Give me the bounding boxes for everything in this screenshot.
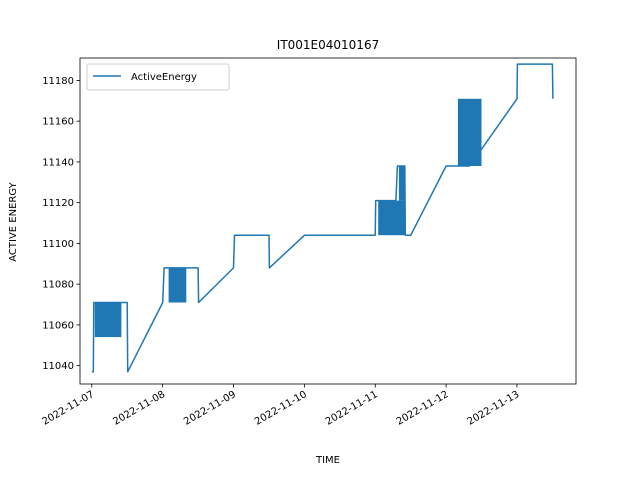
series-line-activeenergy (91, 63, 554, 373)
plot-area (91, 63, 554, 373)
chart-title: IT001E04010167 (277, 38, 379, 52)
y-tick-label: 11180 (42, 76, 74, 87)
y-tick-label: 11120 (42, 198, 74, 209)
oscillation-band-2 (378, 200, 405, 236)
legend-label-activeenergy: ActiveEnergy (131, 72, 197, 83)
oscillation-band-4 (457, 98, 482, 166)
y-tick-label: 11040 (42, 361, 74, 372)
y-tick-label: 11160 (42, 117, 74, 128)
legend: ActiveEnergy (86, 63, 230, 91)
oscillation-band-1 (168, 267, 187, 303)
oscillation-band-3 (398, 166, 405, 201)
axes-frame (79, 57, 577, 385)
legend-box (86, 63, 230, 91)
y-tick-label: 11060 (42, 320, 74, 331)
y-tick-label: 11140 (42, 157, 74, 168)
y-axis-label: ACTIVE ENERGY (8, 181, 19, 261)
y-tick-label: 11100 (42, 239, 74, 250)
oscillation-band-0 (94, 302, 122, 338)
x-axis-label: TIME (315, 455, 340, 466)
y-tick-label: 11080 (42, 280, 74, 291)
